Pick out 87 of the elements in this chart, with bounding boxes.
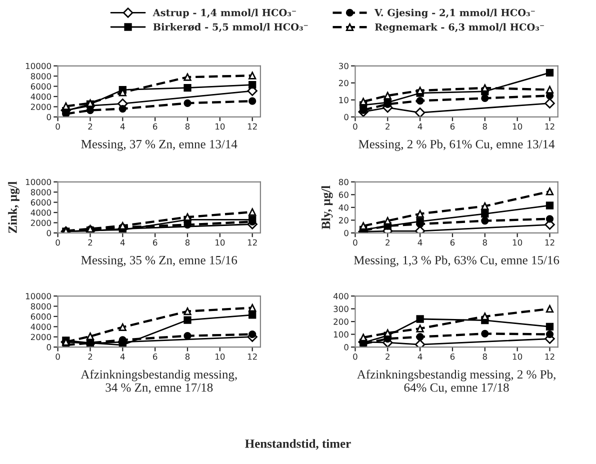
x-tick-label: 6	[450, 353, 455, 360]
y-tick-label: 6000	[30, 199, 52, 206]
x-tick-label: 12	[545, 353, 554, 360]
x-tick-label: 0	[56, 353, 60, 360]
x-tick-label: 10	[216, 239, 225, 246]
y-tick-label: 10000	[26, 178, 52, 186]
x-axis-title: Afzinkningsbestandig messing, 34 % Zn, emne 17/18	[80, 370, 237, 394]
x-tick-label: 6	[153, 123, 158, 130]
x-tick-label: 6	[450, 123, 455, 130]
x-tick-label: 12	[248, 239, 257, 246]
y-axis-title: Zink, µg/l	[8, 181, 20, 233]
x-tick-label: 4	[418, 123, 422, 130]
x-tick-label: 10	[216, 353, 225, 360]
y-tick-label: 8000	[30, 73, 52, 80]
x-tick-label: 4	[120, 123, 125, 130]
legend-label: Astrup - 1,4 mmol/l HCO₃⁻	[152, 8, 296, 18]
x-tick-label: 10	[512, 239, 522, 246]
y-tick-label: 6000	[30, 83, 52, 90]
legend-label: V. Gjesing - 2,1 mmol/l HCO₃⁻	[374, 8, 535, 18]
x-axis-title: Messing, 2 % Pb, 61% Cu, emne 13/14	[358, 140, 555, 151]
y-tick-label: 0	[46, 344, 52, 350]
y-tick-label: 10000	[26, 62, 52, 70]
x-tick-label: 0	[353, 123, 358, 130]
y-tick-label: 30	[338, 62, 348, 70]
x-tick-label: 6	[450, 239, 455, 246]
x-tick-label: 4	[418, 239, 422, 246]
legend-label: Regnemark - 6,3 mmol/l HCO₃⁻	[375, 23, 544, 33]
y-tick-label: 8000	[30, 303, 52, 310]
x-tick-label: 8	[185, 123, 190, 130]
y-tick-label: 40	[338, 204, 348, 211]
x-tick-label: 8	[482, 123, 487, 130]
x-tick-label: 6	[153, 239, 158, 246]
x-tick-label: 6	[153, 353, 158, 360]
x-axis-title: Messing, 35 % Zn, emne 15/16	[81, 256, 238, 267]
x-tick-label: 2	[386, 123, 390, 130]
y-tick-label: 0	[344, 230, 348, 236]
y-tick-label: 4000	[30, 93, 52, 100]
y-tick-label: 100	[334, 331, 348, 338]
y-tick-label: 0	[46, 114, 52, 120]
x-tick-label: 10	[512, 353, 522, 360]
x-axis-title: Messing, 1,3 % Pb, 63% Cu, emne 15/16	[354, 256, 560, 267]
x-tick-label: 2	[88, 239, 92, 246]
y-tick-label: 0	[344, 344, 348, 350]
x-tick-label: 2	[386, 239, 390, 246]
y-tick-label: 4000	[30, 209, 52, 216]
y-tick-label: 8000	[30, 189, 52, 196]
y-tick-label: 80	[338, 178, 348, 186]
y-tick-label: 2000	[30, 104, 52, 110]
x-tick-label: 12	[545, 239, 554, 246]
x-axis-title: Messing, 37 % Zn, emne 13/14	[81, 140, 238, 151]
text: Henstandstid, timer	[245, 439, 351, 450]
y-tick-label: 300	[334, 306, 348, 312]
y-tick-label: 6000	[30, 313, 52, 320]
y-tick-label: 2000	[30, 220, 52, 226]
legend-label: Birkerød - 5,5 mmol/l HCO₃⁻	[153, 23, 308, 32]
x-tick-label: 10	[512, 123, 522, 130]
x-tick-label: 0	[56, 239, 60, 246]
x-tick-label: 0	[353, 353, 358, 360]
x-tick-label: 8	[482, 239, 487, 246]
y-tick-label: 0	[46, 230, 52, 236]
y-axis-title: Bly, µg/l	[321, 186, 333, 230]
x-axis-title: Afzinkningsbestandig messing, 2 % Pb, 64% Cu, emne 17/18	[357, 370, 556, 394]
y-tick-label: 400	[333, 293, 348, 300]
x-tick-label: 12	[248, 123, 257, 130]
x-tick-label: 12	[545, 123, 554, 130]
y-tick-label: 4000	[30, 324, 52, 330]
x-tick-label: 4	[120, 239, 125, 246]
y-tick-label: 20	[338, 217, 348, 224]
y-tick-label: 60	[338, 192, 348, 198]
y-tick-label: 200	[334, 318, 348, 325]
x-tick-label: 0	[56, 123, 60, 130]
x-tick-label: 8	[185, 353, 190, 360]
x-tick-label: 12	[248, 353, 257, 360]
y-tick-label: 2000	[30, 334, 52, 340]
x-tick-label: 10	[216, 123, 225, 130]
x-tick-label: 4	[120, 354, 125, 360]
x-tick-label: 8	[185, 239, 190, 246]
y-tick-label: 10	[339, 96, 348, 104]
y-tick-label: 10000	[26, 293, 52, 300]
x-tick-label: 8	[482, 353, 487, 360]
x-tick-label: 2	[88, 353, 92, 360]
y-tick-label: 20	[338, 80, 348, 86]
x-tick-label: 2	[386, 353, 390, 360]
y-tick-label: 0	[344, 114, 348, 120]
x-tick-label: 2	[88, 123, 92, 130]
x-tick-label: 0	[353, 239, 358, 246]
x-tick-label: 4	[418, 354, 422, 360]
